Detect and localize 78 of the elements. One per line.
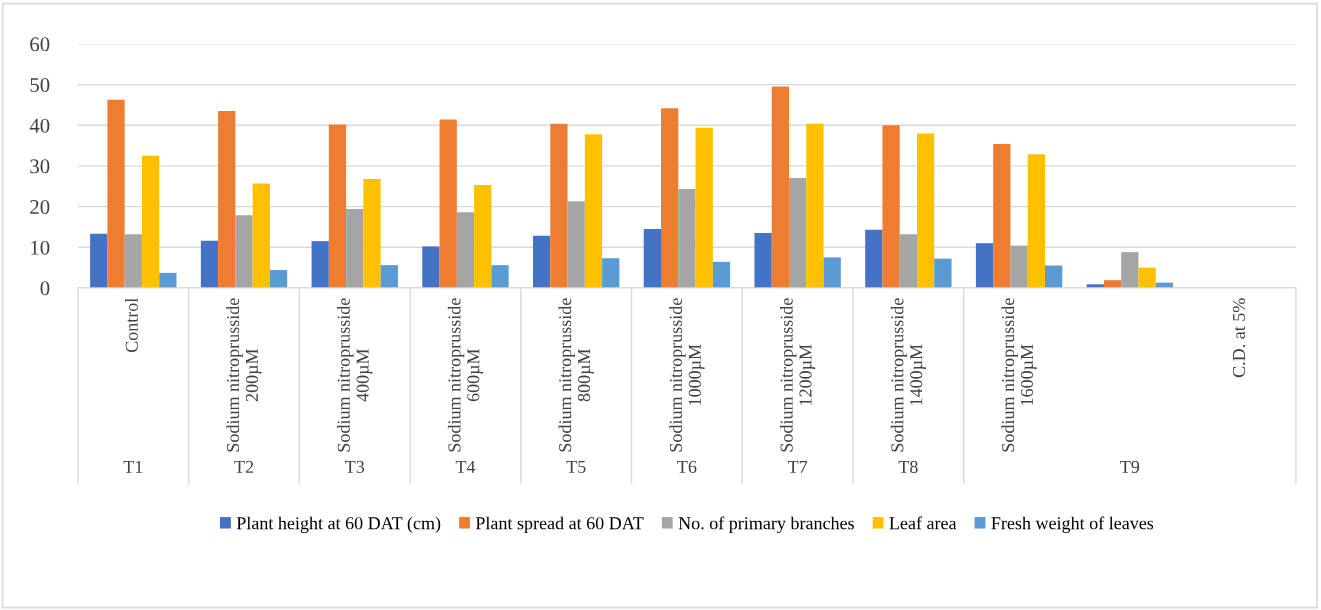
- x-tick-label: Sodium nitroprusside 200µM: [226, 298, 262, 452]
- legend-label: Leaf area: [889, 516, 957, 530]
- bar: [269, 270, 288, 288]
- text: T1: [123, 460, 143, 473]
- x-tick-label: Sodium nitroprusside 1200µM: [780, 298, 816, 452]
- text: T7: [787, 461, 808, 473]
- bar: [1010, 245, 1028, 288]
- text: T4: [455, 460, 476, 473]
- bar: [602, 258, 620, 288]
- x-tick-label: Sodium nitroprusside 800µM: [558, 298, 594, 452]
- bar: [993, 143, 1011, 288]
- bar: [917, 133, 935, 288]
- text: T5: [566, 461, 586, 473]
- bar: [422, 246, 440, 288]
- y-tick-label: 30: [30, 159, 50, 174]
- legend-label: Plant height at 60 DAT (cm): [236, 516, 441, 534]
- y-tick-label: 0: [40, 281, 50, 296]
- x-tick-label: Sodium nitroprusside 600µM: [447, 298, 484, 452]
- bar: [107, 99, 125, 288]
- bar: [474, 185, 492, 288]
- y-tick-label: 60: [30, 37, 50, 52]
- text: T3: [345, 460, 365, 473]
- y-tick-label: 10: [31, 240, 50, 255]
- bar: [90, 233, 108, 288]
- bar: [567, 201, 585, 288]
- bar: [584, 134, 603, 288]
- bar: [380, 265, 398, 288]
- y-tick-label: 40: [29, 118, 50, 133]
- bar: [712, 261, 731, 288]
- y-tick-label: 50: [30, 77, 50, 93]
- bar: [882, 125, 900, 288]
- bar: [1045, 265, 1063, 288]
- bar: [865, 229, 883, 288]
- bar: [754, 233, 772, 288]
- bar: [235, 215, 253, 288]
- bar: [346, 209, 364, 288]
- bar: [363, 178, 381, 288]
- bar: [328, 124, 347, 288]
- bar: [124, 234, 142, 288]
- bar: [1121, 252, 1139, 288]
- bar: [1027, 154, 1045, 288]
- legend-label: Plant spread at 60 DAT: [475, 516, 644, 534]
- bar: [789, 178, 807, 288]
- bar: [252, 183, 270, 288]
- bar: [491, 265, 509, 288]
- bar: [771, 86, 790, 288]
- bar: [533, 235, 551, 288]
- bar: [200, 240, 219, 288]
- bar: [311, 241, 329, 288]
- bar: [695, 127, 713, 288]
- x-tick-label: Control: [125, 298, 138, 353]
- bar: [159, 272, 177, 288]
- bar: [899, 234, 917, 288]
- bar: [141, 155, 160, 288]
- text: T9: [1120, 460, 1140, 473]
- bar: [1138, 267, 1156, 288]
- bar: [806, 123, 824, 288]
- text: T6: [677, 460, 697, 473]
- legend-label: No. of primary branches: [678, 516, 854, 534]
- text: T2: [234, 460, 254, 473]
- x-tick-label: Sodium nitroprusside 1400µM: [890, 298, 926, 452]
- bar: [456, 212, 475, 288]
- bar: [643, 228, 662, 288]
- bar: [934, 258, 952, 288]
- bar: [823, 257, 841, 288]
- bar: [439, 119, 457, 288]
- bar: [975, 243, 994, 288]
- y-tick-label: 20: [30, 199, 50, 215]
- bar: [218, 111, 236, 288]
- x-tick-label: Sodium nitroprusside 1000µM: [669, 298, 705, 452]
- bar: [550, 123, 568, 288]
- text: T8: [898, 460, 918, 473]
- x-tick-label: Sodium nitroprusside 1600µM: [1001, 298, 1037, 452]
- bar: [678, 189, 696, 288]
- bar: [661, 108, 679, 288]
- legend-label: Fresh weight of leaves: [991, 516, 1154, 534]
- x-tick-label: Sodium nitroprusside 400µM: [337, 298, 373, 452]
- x-tick-label: C.D. at 5%: [1232, 298, 1246, 378]
